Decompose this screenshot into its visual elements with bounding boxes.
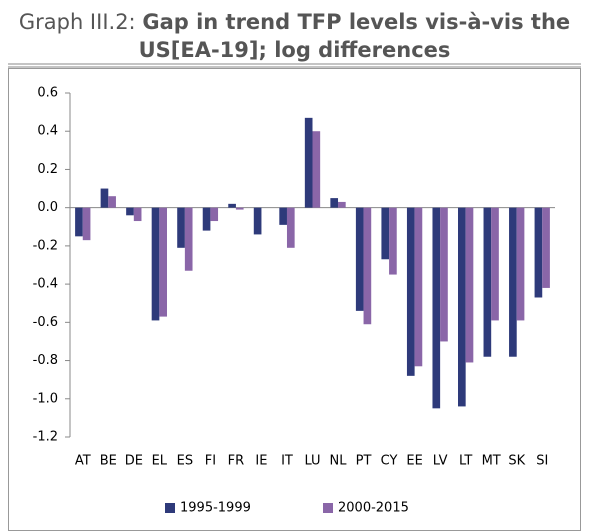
bar — [253, 207, 262, 235]
x-tick-label: LU — [304, 454, 320, 469]
y-tick-label: -0.2 — [33, 238, 58, 253]
x-tick-label: PT — [356, 454, 372, 469]
bar — [389, 207, 397, 275]
bar — [82, 207, 91, 241]
legend-label: 1995-1999 — [180, 501, 251, 516]
bar — [534, 207, 543, 298]
bar — [330, 198, 339, 208]
x-tick-label: FR — [228, 454, 245, 469]
title-label: Graph III.2: — [18, 10, 136, 34]
y-tick-label: -0.8 — [33, 353, 58, 368]
bar — [414, 207, 423, 367]
bar — [151, 207, 160, 321]
bar — [75, 207, 83, 237]
bar — [542, 207, 550, 288]
x-tick-label: NL — [330, 454, 348, 469]
bar — [458, 207, 466, 407]
y-tick-label: 0.4 — [37, 124, 58, 139]
bar — [184, 207, 193, 271]
x-tick-label: SK — [508, 454, 525, 469]
x-tick-label: CY — [381, 454, 398, 469]
bar — [202, 207, 211, 231]
y-tick-label: -0.6 — [33, 315, 58, 330]
x-tick-label: BE — [100, 454, 117, 469]
bar — [159, 207, 167, 317]
bar — [304, 117, 313, 208]
bar — [381, 207, 390, 260]
x-tick-label: MT — [482, 454, 501, 469]
y-tick-label: -1.0 — [33, 391, 58, 406]
chart-title: Gap in trend TFP levels vis-à-vis the US… — [138, 10, 571, 62]
bar — [126, 207, 134, 216]
y-tick-label: 0.6 — [37, 86, 58, 101]
x-tick-label: FI — [205, 454, 216, 469]
chart-title-block: Graph III.2: Gap in trend TFP levels vis… — [10, 8, 579, 64]
bar — [100, 188, 109, 208]
bar — [279, 207, 287, 225]
bar — [406, 207, 415, 376]
y-tick-label: 0.0 — [37, 200, 58, 215]
x-tick-label: EE — [406, 454, 422, 469]
bar — [228, 203, 236, 208]
y-tick-label: -1.2 — [33, 430, 58, 445]
legend-swatch — [323, 503, 333, 513]
bar — [312, 131, 321, 208]
x-tick-label: DE — [125, 454, 143, 469]
bar — [509, 207, 517, 357]
x-tick-label: AT — [75, 454, 91, 469]
legend-label: 2000-2015 — [338, 501, 409, 516]
bar — [355, 207, 364, 311]
x-tick-label: LT — [459, 454, 472, 469]
bar — [363, 207, 372, 325]
x-tick-label: IE — [255, 454, 267, 469]
bar — [483, 207, 492, 357]
x-tick-label: IT — [281, 454, 293, 469]
x-tick-label: LV — [433, 454, 448, 469]
y-tick-label: 0.2 — [37, 162, 58, 177]
x-tick-label: ES — [177, 454, 193, 469]
bar — [338, 201, 346, 208]
bar — [432, 207, 441, 409]
bar — [440, 207, 448, 342]
bar — [286, 207, 295, 248]
bar — [177, 207, 185, 248]
x-tick-label: SI — [536, 454, 548, 469]
bar — [516, 207, 525, 321]
bar — [210, 207, 219, 222]
bar — [465, 207, 474, 363]
bar — [133, 207, 142, 222]
y-tick-label: -0.4 — [33, 277, 58, 292]
x-tick-label: EL — [152, 454, 168, 469]
bar — [491, 207, 499, 321]
bar — [235, 207, 244, 210]
bar — [108, 196, 116, 208]
legend-swatch — [165, 503, 175, 513]
